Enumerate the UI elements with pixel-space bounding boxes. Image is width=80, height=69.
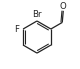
Text: O: O — [60, 2, 67, 11]
Text: Br: Br — [32, 10, 42, 19]
Text: F: F — [14, 24, 19, 34]
